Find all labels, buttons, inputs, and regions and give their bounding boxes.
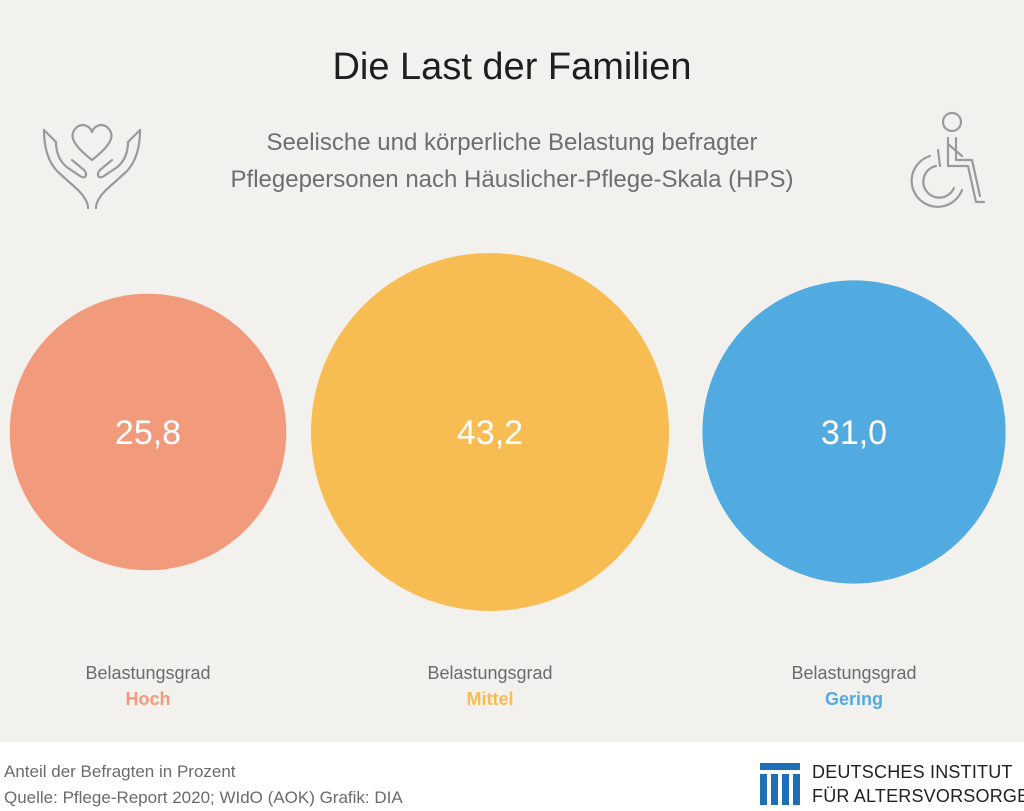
chart-title: Die Last der Familien [332,46,692,88]
chart-area: Die Last der Familien Seelische und körp… [0,0,1024,742]
legend-label: Belastungsgrad [85,663,211,683]
legend-label: Belastungsgrad [427,663,553,683]
legend-mittel: Belastungsgrad Mittel [360,660,620,712]
subtitle-line: Pflegepersonen nach Häuslicher-Pflege-Sk… [230,166,794,193]
legend-category: Gering [824,689,883,709]
value-label-hoch: 25,8 [115,414,181,452]
legend-category: Hoch [125,689,171,709]
logo-line: FÜR ALTERSVORSORGE [812,786,1024,806]
dia-logo: DEUTSCHES INSTITUT FÜR ALTERSVORSORGE [758,760,1024,808]
wheelchair-person-icon [910,111,986,208]
value-label-mittel: 43,2 [457,414,523,452]
unit-note: Anteil der Befragten in Prozent [4,762,236,781]
dia-logo-text: DEUTSCHES INSTITUT FÜR ALTERSVORSORGE [812,760,1024,808]
bubble-chart: 25,8 43,2 31,0 [9,253,1006,611]
subtitle-line: Seelische und körperliche Belastung befr… [266,129,758,156]
footer-note: Anteil der Befragten in Prozent Quelle: … [4,759,403,811]
logo-line: DEUTSCHES INSTITUT [812,762,1013,782]
dia-logo-mark-icon [760,763,800,805]
source-note: Quelle: Pflege-Report 2020; WIdO (AOK) G… [4,788,403,807]
bubble-hoch [9,293,287,571]
legend-hoch: Belastungsgrad Hoch [18,660,278,712]
value-label-gering: 31,0 [821,414,887,452]
legend-label: Belastungsgrad [791,663,917,683]
bubble-mittel [311,253,669,611]
hands-holding-heart-icon [42,123,142,210]
bubble-gering [702,280,1006,584]
legend-gering: Belastungsgrad Gering [724,660,984,712]
chart-subtitle: Seelische und körperliche Belastung befr… [180,124,844,198]
legend-category: Mittel [466,689,514,709]
